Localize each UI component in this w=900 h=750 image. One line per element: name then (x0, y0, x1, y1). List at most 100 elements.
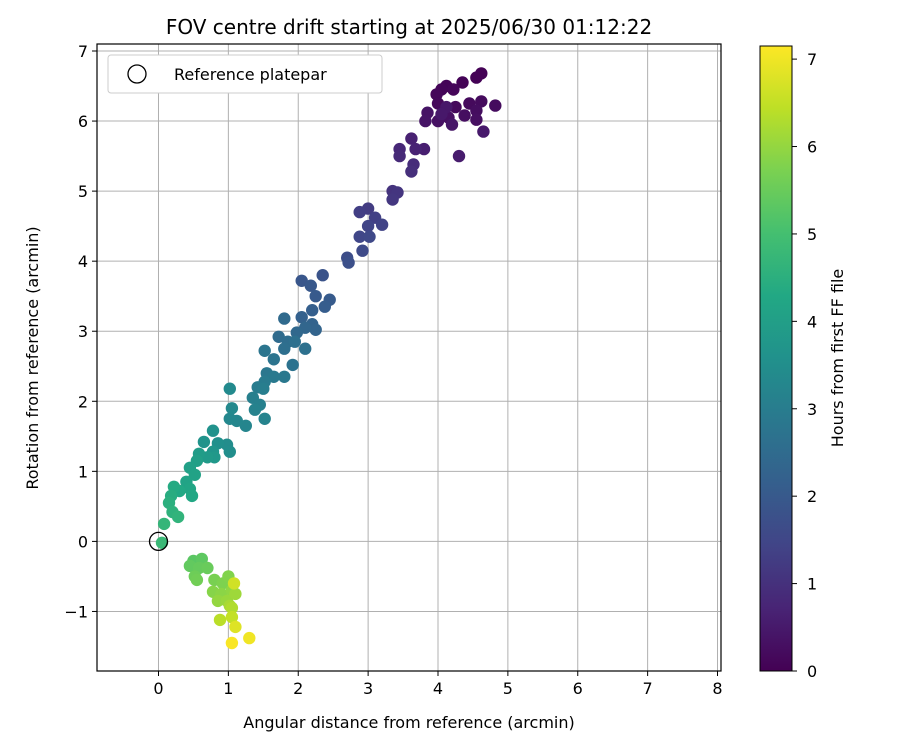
scatter-point (477, 125, 490, 138)
scatter-point (393, 149, 406, 163)
colorbar-tick-label: 0 (807, 662, 817, 681)
scatter-point (225, 610, 239, 624)
scatter-point (475, 95, 488, 108)
scatter-point (272, 330, 285, 343)
y-tick-label: 4 (78, 252, 88, 271)
y-tick-label: 6 (78, 112, 88, 131)
x-tick-label: 4 (433, 679, 443, 698)
x-tick-label: 1 (223, 679, 233, 698)
scatter-point (278, 312, 291, 325)
colorbar-ticks: 0 1 2 3 4 5 6 7 (792, 50, 817, 681)
colorbar: 0 1 2 3 4 5 6 7 Hours from first FF file (759, 45, 847, 681)
chart-title: FOV centre drift starting at 2025/06/30 … (166, 15, 652, 39)
colorbar-tick-label: 6 (807, 138, 817, 157)
scatter-point (171, 510, 185, 524)
scatter-point (430, 88, 443, 101)
scatter-point (489, 99, 502, 112)
scatter-point (375, 218, 389, 231)
scatter-point (258, 412, 271, 425)
scatter-point (188, 468, 201, 481)
legend-box (107, 54, 383, 94)
scatter-point (286, 358, 299, 372)
scatter-point (470, 104, 483, 117)
scatter-point (157, 517, 171, 531)
scatter-points (155, 67, 502, 650)
y-tick-label: 2 (78, 392, 88, 411)
scatter-point (405, 165, 418, 178)
scatter-point (278, 342, 291, 355)
scatter-point (318, 300, 331, 313)
scatter-point (316, 269, 329, 282)
scatter-point (248, 403, 262, 416)
scatter-point (225, 402, 239, 415)
colorbar-tick-label: 1 (807, 575, 817, 594)
scatter-point (304, 279, 317, 292)
scatter-point (458, 109, 471, 122)
scatter-point (295, 311, 308, 324)
scatter-point (225, 601, 239, 615)
scatter-point (201, 561, 214, 575)
scatter-point (405, 132, 418, 145)
scatter-point (361, 219, 375, 233)
scatter-point (353, 230, 366, 243)
scatter-point (447, 83, 460, 96)
scatter-point (197, 435, 211, 449)
colorbar-tick-label: 4 (807, 312, 817, 331)
colorbar-gradient (759, 45, 793, 672)
scatter-point (449, 100, 462, 114)
scatter-point (229, 587, 242, 601)
scatter-point (213, 613, 227, 627)
scatter-point (243, 631, 256, 645)
reference-point (148, 531, 169, 552)
scatter-point (267, 370, 280, 383)
y-tick-label: 3 (78, 322, 88, 341)
x-tick-label: 5 (503, 679, 513, 698)
x-tick-label: 8 (712, 679, 722, 698)
y-axis-label: Rotation from reference (arcmin) (23, 226, 42, 489)
y-tick-label: 1 (78, 462, 88, 481)
scatter-point (309, 323, 322, 336)
colorbar-label: Hours from first FF file (828, 269, 847, 448)
y-tick-label: −1 (64, 602, 88, 621)
scatter-point (309, 290, 322, 303)
scatter-point (227, 577, 241, 590)
x-axis-label: Angular distance from reference (arcmin) (243, 713, 574, 732)
scatter-point (456, 76, 469, 89)
scatter-point (356, 244, 369, 257)
plot-frame (96, 43, 722, 672)
scatter-point (211, 594, 225, 608)
scatter-point (435, 107, 448, 121)
scatter-point (409, 142, 422, 156)
scatter-point (363, 230, 376, 243)
scatter-point (288, 335, 301, 348)
y-axis-ticks: −1 0 1 2 3 4 5 6 7 (64, 42, 97, 621)
scatter-point (257, 382, 270, 395)
scatter-point (452, 149, 466, 163)
x-tick-label: 7 (643, 679, 653, 698)
x-tick-label: 0 (153, 679, 163, 698)
colorbar-tick-label: 3 (807, 400, 817, 419)
y-tick-label: 0 (78, 532, 88, 551)
scatter-point (223, 382, 236, 395)
scatter-point (206, 424, 220, 437)
scatter-point (299, 342, 312, 355)
x-tick-label: 3 (363, 679, 373, 698)
scatter-point (229, 620, 242, 634)
colorbar-tick-label: 7 (807, 50, 817, 69)
legend: Reference platepar (107, 54, 383, 94)
legend-marker (127, 64, 147, 84)
scatter-point (353, 205, 366, 219)
x-tick-label: 2 (293, 679, 303, 698)
scatter-point (470, 71, 483, 84)
scatter-point (185, 489, 199, 503)
scatter-point (225, 636, 239, 650)
x-axis-ticks: 0 1 2 3 4 5 6 7 8 (153, 671, 723, 698)
y-tick-label: 7 (78, 42, 88, 61)
scatter-point (267, 353, 280, 366)
scatter-point (190, 573, 204, 587)
colorbar-tick-label: 5 (807, 225, 817, 244)
grid (97, 44, 721, 671)
scatter-point (306, 304, 319, 317)
y-tick-label: 5 (78, 182, 88, 201)
